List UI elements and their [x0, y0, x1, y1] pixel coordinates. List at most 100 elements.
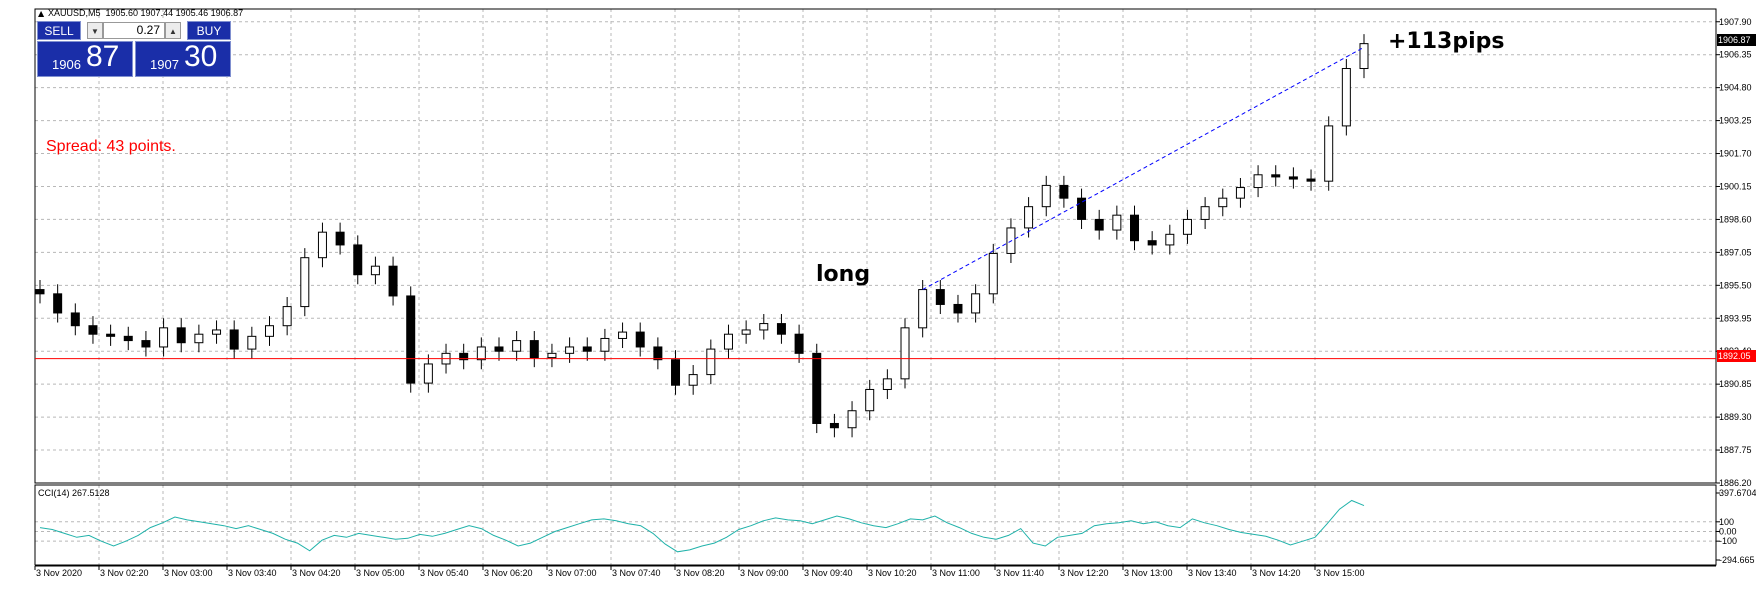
candle-body: [1324, 125, 1334, 182]
chart-header-arrow[interactable]: ▲: [38, 9, 45, 18]
candle-body: [671, 359, 681, 386]
candle-body: [264, 325, 274, 337]
candle-body: [1306, 178, 1316, 182]
candle-body: [1288, 176, 1298, 180]
candle-body: [971, 293, 981, 314]
time-tick-label: 3 Nov 14:20: [1252, 568, 1301, 578]
candle-body: [653, 346, 663, 361]
cci-title: CCI(14) 267.5128: [38, 488, 110, 498]
candle-body: [865, 388, 875, 412]
candle-body: [1165, 233, 1175, 246]
current-price-label: 1906.87: [1718, 35, 1751, 45]
ask-price-button[interactable]: 1907 30: [135, 40, 231, 77]
candle-body: [900, 327, 910, 380]
candle-body: [423, 363, 433, 384]
time-tick-label: 3 Nov 10:20: [868, 568, 917, 578]
price-tick-label: 1900.15: [1719, 181, 1752, 191]
time-tick-label: 3 Nov 05:00: [356, 568, 405, 578]
spread-annotation: Spread: 43 points.: [46, 138, 176, 155]
candle-body: [759, 323, 769, 331]
price-tick-label: 1886.20: [1719, 478, 1752, 488]
candle-body: [529, 340, 539, 359]
sell-button[interactable]: SELL: [37, 21, 81, 40]
candle-body: [194, 333, 204, 344]
time-tick-label: 3 Nov 08:20: [676, 568, 725, 578]
time-tick-label: 3 Nov 09:00: [740, 568, 789, 578]
candle-body: [388, 265, 398, 297]
price-tick-label: 1906.35: [1719, 50, 1752, 60]
candle-body: [512, 340, 522, 352]
hline-price-label: 1892.05: [1718, 351, 1751, 361]
candle-body: [706, 348, 716, 376]
candle-body: [247, 335, 257, 350]
cci-line: [39, 499, 1365, 553]
candle-body: [935, 289, 945, 305]
price-grid: [35, 9, 1716, 484]
candle-body: [106, 333, 116, 337]
candle-body: [159, 327, 169, 348]
candle-body: [1059, 184, 1069, 199]
candle-body: [53, 293, 63, 314]
candle-body: [1147, 240, 1157, 246]
main-plot-frame: [34, 8, 1717, 484]
candle-body: [370, 265, 380, 276]
price-tick-label: 1901.70: [1719, 149, 1752, 159]
buy-button[interactable]: BUY: [187, 21, 231, 40]
pips-annotation: +113pips: [1388, 29, 1505, 54]
volume-input[interactable]: 0.27: [103, 22, 165, 39]
candle-body: [353, 244, 363, 276]
time-tick-label: 3 Nov 07:00: [548, 568, 597, 578]
cci-tick-label: 0.00: [1719, 526, 1737, 536]
cci-grid: [35, 485, 1716, 565]
time-tick-label: 3 Nov 2020: [36, 568, 82, 578]
time-tick-label: 3 Nov 06:20: [484, 568, 533, 578]
candle-body: [812, 352, 822, 424]
time-tick-label: 3 Nov 04:20: [292, 568, 341, 578]
candle-body: [794, 333, 804, 354]
one-click-trading-panel: SELL ▼ 0.27 ▲ BUY 1906 87 1907 30: [37, 21, 231, 77]
bid-price-button[interactable]: 1906 87: [37, 40, 133, 77]
price-tick-label: 1895.50: [1719, 280, 1752, 290]
time-tick-label: 3 Nov 07:40: [612, 568, 661, 578]
price-tick-label: 1889.30: [1719, 412, 1752, 422]
candle-body: [229, 329, 239, 350]
candle-body: [988, 252, 998, 295]
volume-increase-button[interactable]: ▲: [165, 22, 181, 39]
candle-body: [635, 331, 645, 348]
cci-tick-label: 100: [1719, 517, 1734, 527]
cci-tick-label: -294.665: [1719, 555, 1755, 565]
price-axis: 1907.90 1906.35 1904.80 1903.25 1901.70 1900.…: [1716, 17, 1752, 488]
price-tick-label: 1904.80: [1719, 83, 1752, 93]
candle-body: [918, 289, 928, 329]
ask-price-big: 30: [184, 40, 218, 73]
time-tick-label: 3 Nov 12:20: [1060, 568, 1109, 578]
time-tick-label: 3 Nov 13:00: [1124, 568, 1173, 578]
candle-body: [1024, 206, 1034, 229]
chart-header-info: XAUUSD,M5 1905.60 1907.44 1905.46 1906.8…: [48, 8, 243, 18]
candle-body: [123, 335, 133, 342]
bid-price-small: 1906: [52, 57, 81, 72]
candle-body: [88, 325, 98, 335]
price-tick-label: 1887.75: [1719, 445, 1752, 455]
candle-body: [1200, 206, 1210, 220]
time-tick-label: 3 Nov 09:40: [804, 568, 853, 578]
candle-body: [582, 346, 592, 352]
time-tick-label: 3 Nov 03:40: [228, 568, 277, 578]
candle-body: [565, 346, 575, 354]
price-tick-label: 1898.60: [1719, 214, 1752, 224]
time-tick-label: 3 Nov 11:00: [932, 568, 980, 578]
price-tick-label: 1897.05: [1719, 247, 1752, 257]
candle-body: [212, 329, 222, 335]
candle-body: [829, 422, 839, 429]
price-tick-label: 1893.95: [1719, 313, 1752, 323]
current-price-box: [1717, 34, 1756, 46]
time-axis: 3 Nov 2020 3 Nov 02:20 3 Nov 03:00 3 Nov 03…: [34, 566, 1365, 578]
volume-decrease-button[interactable]: ▼: [87, 22, 103, 39]
candle-body: [317, 231, 327, 259]
time-tick-label: 3 Nov 05:40: [420, 568, 469, 578]
candle-body: [547, 352, 557, 359]
candle-body: [35, 289, 45, 295]
candle-body: [1182, 218, 1192, 235]
candles[interactable]: [35, 34, 1369, 438]
